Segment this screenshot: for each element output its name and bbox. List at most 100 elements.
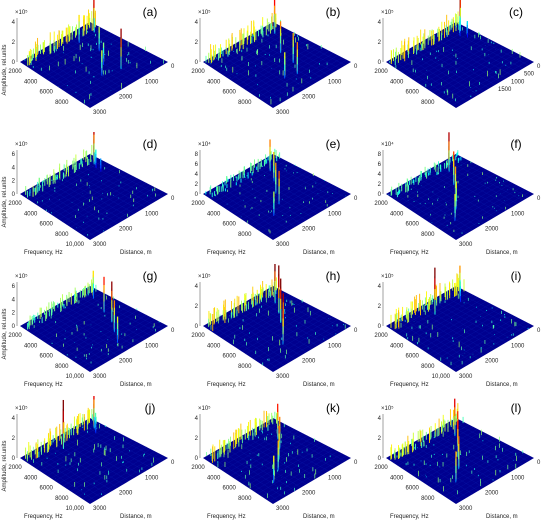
frequency-axis-label: Frequency, Hz xyxy=(24,382,63,388)
distance-tick-label: 1500 xyxy=(498,87,512,93)
frequency-tick-label: 8000 xyxy=(421,496,435,502)
z-exponent-label: ×10⁵ xyxy=(15,273,28,280)
surface-base xyxy=(203,154,351,240)
panel-label: (d) xyxy=(143,137,158,151)
surface-panel: 0 2 4 6 ×10⁵ Amplitude, rel.units 2000 4000 6000… xyxy=(0,264,183,396)
z-tick-label: 4 xyxy=(12,297,16,303)
frequency-axis-label: Frequency, Hz xyxy=(390,250,429,256)
z-exponent-label: ×10⁵ xyxy=(15,141,28,148)
frequency-tick-label: 8000 xyxy=(421,100,435,106)
frequency-tick-label: 2000 xyxy=(374,201,388,207)
distance-tick-label: 3000 xyxy=(276,242,290,248)
panel-label: (e) xyxy=(326,137,341,151)
z-tick-label: 4 xyxy=(195,20,199,26)
z-tick-label: 0 xyxy=(12,60,16,66)
frequency-tick-label: 2000 xyxy=(8,69,22,75)
distance-axis-label: Distance, m xyxy=(303,382,335,388)
frequency-tick-label: 4000 xyxy=(24,475,38,481)
z-tick-label: 4 xyxy=(12,165,16,171)
z-tick-label: 6 xyxy=(12,284,16,290)
distance-tick-label: 2000 xyxy=(119,359,133,365)
panel-label: (a) xyxy=(143,5,158,19)
distance-tick-label: 2000 xyxy=(485,491,499,497)
panel-label: (j) xyxy=(145,401,156,415)
frequency-tick-label: 6000 xyxy=(406,354,420,360)
distance-tick-label: 0 xyxy=(171,196,175,202)
surface-panel: 0 2 4 ×10⁵ 2000 4000 6000 8000 Frequency, Hz 0 100… xyxy=(183,264,366,396)
distance-tick-label: 1000 xyxy=(511,475,525,481)
z-tick-label: 6 xyxy=(12,152,16,158)
surface-panel: 0 2 4 6 8 ×10⁴ 2000 4000 6000 8000 Frequency, Hz 0 1… xyxy=(366,132,549,264)
frequency-tick-label: 4000 xyxy=(207,79,221,85)
distance-axis-label: Distance, m xyxy=(486,250,518,256)
distance-tick-label: 1000 xyxy=(511,211,525,217)
distance-tick-label: 0 xyxy=(354,460,358,466)
distance-tick-label: 0 xyxy=(354,196,358,202)
frequency-tick-label: 6000 xyxy=(406,222,420,228)
z-tick-label: 0 xyxy=(195,456,199,462)
panel-label: (l) xyxy=(511,401,522,415)
z-tick-label: 2 xyxy=(195,182,199,188)
z-tick-label: 4 xyxy=(378,416,382,422)
panel-label: (c) xyxy=(509,5,523,19)
distance-tick-label: 3000 xyxy=(93,110,107,116)
frequency-tick-label: 4000 xyxy=(207,475,221,481)
frequency-axis-label: Frequency, Hz xyxy=(207,382,246,388)
distance-axis-label: Distance, m xyxy=(120,382,152,388)
z-tick-label: 4 xyxy=(12,416,16,422)
surface-base xyxy=(203,418,351,504)
z-exponent-label: ×10⁴ xyxy=(198,141,211,148)
z-axis-label: Amplitude, rel.units xyxy=(2,440,8,491)
surface-plot: 024×10⁵200040006000800010,000Frequency, … xyxy=(374,265,541,388)
distance-axis-label: Distance, m xyxy=(486,382,518,388)
frequency-tick-label: 10,000 xyxy=(66,506,85,512)
frequency-tick-label: 2000 xyxy=(191,465,205,471)
distance-tick-label: 0 xyxy=(171,328,175,334)
frequency-tick-label: 6000 xyxy=(223,486,237,492)
z-tick-label: 4 xyxy=(195,172,199,178)
frequency-tick-label: 6000 xyxy=(223,354,237,360)
frequency-tick-label: 8000 xyxy=(238,364,252,370)
distance-tick-label: 1000 xyxy=(328,211,342,217)
frequency-tick-label: 4000 xyxy=(390,79,404,85)
frequency-tick-label: 8000 xyxy=(55,100,69,106)
frequency-tick-label: 10,000 xyxy=(66,242,85,248)
panel-label: (f) xyxy=(510,137,521,151)
surface-panel: 0 2 4 ×10⁵ 2000 4000 6000 8000 Frequency, Hz 0 100… xyxy=(366,396,549,528)
panel-label: (g) xyxy=(143,269,158,283)
frequency-tick-label: 10,000 xyxy=(66,374,85,380)
z-exponent-label: ×10⁵ xyxy=(15,405,28,412)
frequency-tick-label: 2000 xyxy=(374,69,388,75)
frequency-tick-label: 6000 xyxy=(223,90,237,96)
panel-label: (b) xyxy=(326,5,341,19)
surface-panel: 0 2 4 ×10⁵ 2000 4000 6000 8000 0 1000 2000 3000 (b) xyxy=(183,0,366,132)
z-axis-label: Amplitude, rel.units xyxy=(2,44,8,95)
frequency-tick-label: 2000 xyxy=(191,69,205,75)
distance-tick-label: 0 xyxy=(354,328,358,334)
distance-tick-label: 0 xyxy=(537,460,541,466)
distance-axis-label: Distance, m xyxy=(303,250,335,256)
frequency-tick-label: 4000 xyxy=(207,211,221,217)
z-exponent-label: ×10⁵ xyxy=(198,9,211,16)
distance-tick-label: 3000 xyxy=(93,374,107,380)
frequency-tick-label: 2000 xyxy=(374,465,388,471)
z-tick-label: 0 xyxy=(378,192,382,198)
distance-tick-label: 3000 xyxy=(93,242,107,248)
frequency-tick-label: 2000 xyxy=(191,201,205,207)
surface-panel: 0 2 4 ×10⁵ 2000 4000 6000 8000 Frequency, Hz 0 100… xyxy=(183,396,366,528)
surface-base xyxy=(203,286,351,372)
z-tick-label: 2 xyxy=(12,311,16,317)
distance-tick-label: 0 xyxy=(537,64,541,70)
frequency-tick-label: 2000 xyxy=(374,333,388,339)
distance-tick-label: 3000 xyxy=(93,506,107,512)
z-tick-label: 2 xyxy=(195,304,199,310)
surface-panel: 0 2 4 ×10⁵ Amplitude, rel.units 2000 4000 6000 8… xyxy=(0,396,183,528)
distance-tick-label: 500 xyxy=(524,72,535,78)
z-tick-label: 4 xyxy=(195,416,199,422)
z-exponent-label: ×10⁴ xyxy=(381,141,394,148)
distance-tick-label: 0 xyxy=(537,328,541,334)
distance-tick-label: 2000 xyxy=(119,227,133,233)
